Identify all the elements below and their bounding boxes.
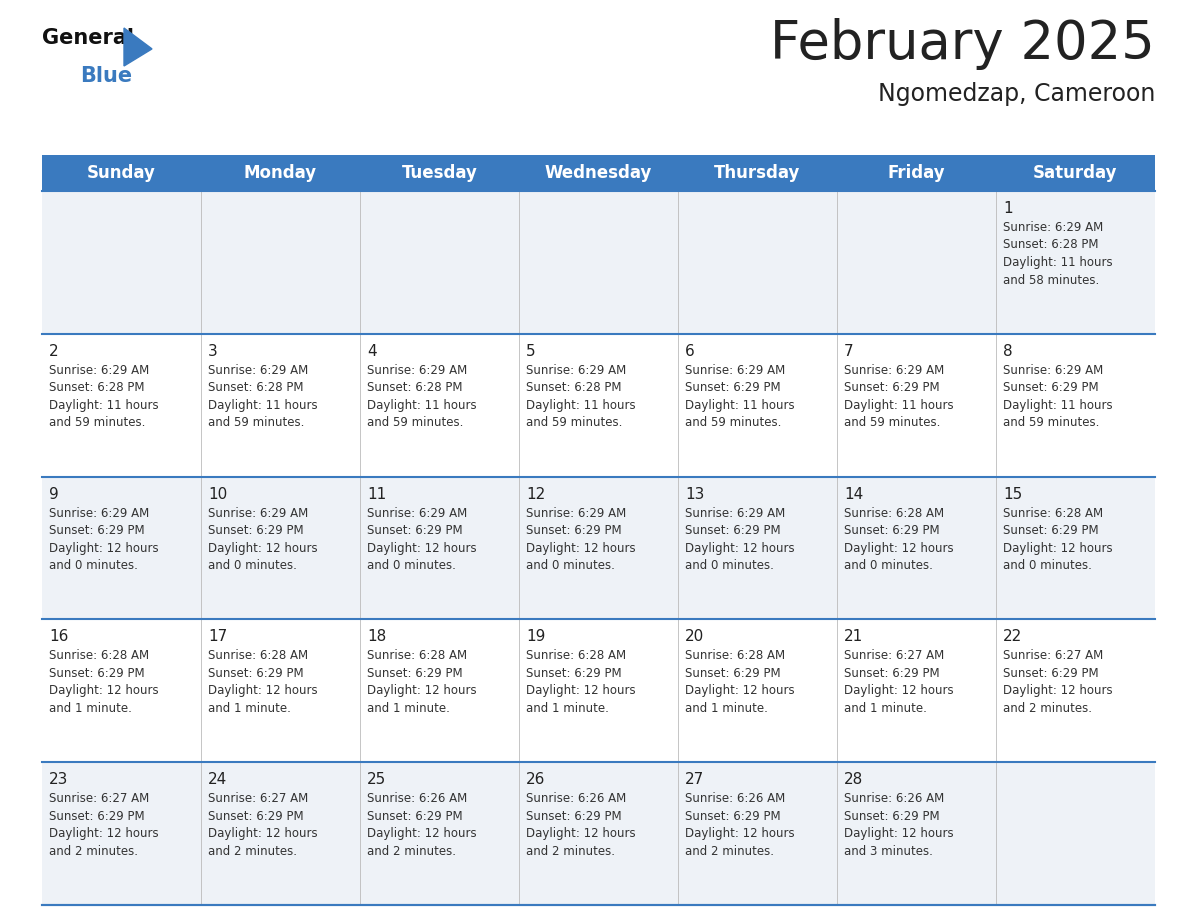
Text: Sunrise: 6:27 AM
Sunset: 6:29 PM
Daylight: 12 hours
and 2 minutes.: Sunrise: 6:27 AM Sunset: 6:29 PM Dayligh… <box>49 792 159 857</box>
Text: Sunrise: 6:27 AM
Sunset: 6:29 PM
Daylight: 12 hours
and 2 minutes.: Sunrise: 6:27 AM Sunset: 6:29 PM Dayligh… <box>208 792 317 857</box>
Text: 9: 9 <box>49 487 58 501</box>
Text: 17: 17 <box>208 630 227 644</box>
Text: 12: 12 <box>526 487 545 501</box>
Text: 16: 16 <box>49 630 69 644</box>
Text: 13: 13 <box>685 487 704 501</box>
Text: Sunrise: 6:29 AM
Sunset: 6:29 PM
Daylight: 11 hours
and 59 minutes.: Sunrise: 6:29 AM Sunset: 6:29 PM Dayligh… <box>685 364 795 430</box>
Text: Tuesday: Tuesday <box>402 164 478 182</box>
Text: General: General <box>42 28 134 48</box>
Text: February 2025: February 2025 <box>770 18 1155 70</box>
Text: 27: 27 <box>685 772 704 788</box>
Text: Sunrise: 6:28 AM
Sunset: 6:29 PM
Daylight: 12 hours
and 0 minutes.: Sunrise: 6:28 AM Sunset: 6:29 PM Dayligh… <box>843 507 954 572</box>
Bar <box>42 191 1155 334</box>
Text: 25: 25 <box>367 772 386 788</box>
Text: 19: 19 <box>526 630 545 644</box>
Text: Sunrise: 6:28 AM
Sunset: 6:29 PM
Daylight: 12 hours
and 1 minute.: Sunrise: 6:28 AM Sunset: 6:29 PM Dayligh… <box>49 649 159 715</box>
Text: 5: 5 <box>526 344 536 359</box>
Text: 18: 18 <box>367 630 386 644</box>
Text: Sunrise: 6:29 AM
Sunset: 6:28 PM
Daylight: 11 hours
and 59 minutes.: Sunrise: 6:29 AM Sunset: 6:28 PM Dayligh… <box>208 364 317 430</box>
Text: 7: 7 <box>843 344 854 359</box>
Bar <box>42 762 1155 905</box>
Text: 21: 21 <box>843 630 864 644</box>
Text: Sunrise: 6:27 AM
Sunset: 6:29 PM
Daylight: 12 hours
and 1 minute.: Sunrise: 6:27 AM Sunset: 6:29 PM Dayligh… <box>843 649 954 715</box>
Text: Sunrise: 6:29 AM
Sunset: 6:28 PM
Daylight: 11 hours
and 59 minutes.: Sunrise: 6:29 AM Sunset: 6:28 PM Dayligh… <box>526 364 636 430</box>
Text: 4: 4 <box>367 344 377 359</box>
Text: Wednesday: Wednesday <box>545 164 652 182</box>
Text: 15: 15 <box>1003 487 1022 501</box>
Text: Sunrise: 6:28 AM
Sunset: 6:29 PM
Daylight: 12 hours
and 1 minute.: Sunrise: 6:28 AM Sunset: 6:29 PM Dayligh… <box>208 649 317 715</box>
Text: 22: 22 <box>1003 630 1022 644</box>
Text: Ngomedzap, Cameroon: Ngomedzap, Cameroon <box>878 82 1155 106</box>
Text: 23: 23 <box>49 772 69 788</box>
Text: 2: 2 <box>49 344 58 359</box>
Text: Sunrise: 6:28 AM
Sunset: 6:29 PM
Daylight: 12 hours
and 1 minute.: Sunrise: 6:28 AM Sunset: 6:29 PM Dayligh… <box>367 649 476 715</box>
Text: Sunrise: 6:26 AM
Sunset: 6:29 PM
Daylight: 12 hours
and 3 minutes.: Sunrise: 6:26 AM Sunset: 6:29 PM Dayligh… <box>843 792 954 857</box>
Bar <box>42 155 1155 191</box>
Text: Sunrise: 6:28 AM
Sunset: 6:29 PM
Daylight: 12 hours
and 0 minutes.: Sunrise: 6:28 AM Sunset: 6:29 PM Dayligh… <box>1003 507 1113 572</box>
Text: Friday: Friday <box>887 164 946 182</box>
Text: 26: 26 <box>526 772 545 788</box>
Text: Monday: Monday <box>244 164 317 182</box>
Text: Sunday: Sunday <box>87 164 156 182</box>
Text: Thursday: Thursday <box>714 164 801 182</box>
Text: Sunrise: 6:29 AM
Sunset: 6:29 PM
Daylight: 12 hours
and 0 minutes.: Sunrise: 6:29 AM Sunset: 6:29 PM Dayligh… <box>526 507 636 572</box>
Bar <box>42 334 1155 476</box>
Text: Sunrise: 6:29 AM
Sunset: 6:29 PM
Daylight: 11 hours
and 59 minutes.: Sunrise: 6:29 AM Sunset: 6:29 PM Dayligh… <box>843 364 954 430</box>
Text: Sunrise: 6:28 AM
Sunset: 6:29 PM
Daylight: 12 hours
and 1 minute.: Sunrise: 6:28 AM Sunset: 6:29 PM Dayligh… <box>685 649 795 715</box>
Text: Sunrise: 6:29 AM
Sunset: 6:29 PM
Daylight: 12 hours
and 0 minutes.: Sunrise: 6:29 AM Sunset: 6:29 PM Dayligh… <box>49 507 159 572</box>
Text: Saturday: Saturday <box>1034 164 1118 182</box>
Text: Sunrise: 6:28 AM
Sunset: 6:29 PM
Daylight: 12 hours
and 1 minute.: Sunrise: 6:28 AM Sunset: 6:29 PM Dayligh… <box>526 649 636 715</box>
Text: Sunrise: 6:29 AM
Sunset: 6:28 PM
Daylight: 11 hours
and 59 minutes.: Sunrise: 6:29 AM Sunset: 6:28 PM Dayligh… <box>367 364 476 430</box>
Polygon shape <box>124 28 152 66</box>
Text: Sunrise: 6:29 AM
Sunset: 6:29 PM
Daylight: 12 hours
and 0 minutes.: Sunrise: 6:29 AM Sunset: 6:29 PM Dayligh… <box>367 507 476 572</box>
Text: Blue: Blue <box>80 66 132 86</box>
Text: Sunrise: 6:26 AM
Sunset: 6:29 PM
Daylight: 12 hours
and 2 minutes.: Sunrise: 6:26 AM Sunset: 6:29 PM Dayligh… <box>685 792 795 857</box>
Bar <box>42 620 1155 762</box>
Text: 3: 3 <box>208 344 217 359</box>
Text: 10: 10 <box>208 487 227 501</box>
Text: 6: 6 <box>685 344 695 359</box>
Text: Sunrise: 6:26 AM
Sunset: 6:29 PM
Daylight: 12 hours
and 2 minutes.: Sunrise: 6:26 AM Sunset: 6:29 PM Dayligh… <box>367 792 476 857</box>
Text: 24: 24 <box>208 772 227 788</box>
Text: 14: 14 <box>843 487 864 501</box>
Text: 28: 28 <box>843 772 864 788</box>
Text: Sunrise: 6:29 AM
Sunset: 6:29 PM
Daylight: 12 hours
and 0 minutes.: Sunrise: 6:29 AM Sunset: 6:29 PM Dayligh… <box>685 507 795 572</box>
Bar <box>42 476 1155 620</box>
Text: Sunrise: 6:29 AM
Sunset: 6:29 PM
Daylight: 11 hours
and 59 minutes.: Sunrise: 6:29 AM Sunset: 6:29 PM Dayligh… <box>1003 364 1113 430</box>
Text: Sunrise: 6:27 AM
Sunset: 6:29 PM
Daylight: 12 hours
and 2 minutes.: Sunrise: 6:27 AM Sunset: 6:29 PM Dayligh… <box>1003 649 1113 715</box>
Text: 11: 11 <box>367 487 386 501</box>
Text: Sunrise: 6:26 AM
Sunset: 6:29 PM
Daylight: 12 hours
and 2 minutes.: Sunrise: 6:26 AM Sunset: 6:29 PM Dayligh… <box>526 792 636 857</box>
Text: Sunrise: 6:29 AM
Sunset: 6:28 PM
Daylight: 11 hours
and 58 minutes.: Sunrise: 6:29 AM Sunset: 6:28 PM Dayligh… <box>1003 221 1113 286</box>
Text: 1: 1 <box>1003 201 1012 216</box>
Text: Sunrise: 6:29 AM
Sunset: 6:28 PM
Daylight: 11 hours
and 59 minutes.: Sunrise: 6:29 AM Sunset: 6:28 PM Dayligh… <box>49 364 159 430</box>
Text: Sunrise: 6:29 AM
Sunset: 6:29 PM
Daylight: 12 hours
and 0 minutes.: Sunrise: 6:29 AM Sunset: 6:29 PM Dayligh… <box>208 507 317 572</box>
Text: 8: 8 <box>1003 344 1012 359</box>
Text: 20: 20 <box>685 630 704 644</box>
